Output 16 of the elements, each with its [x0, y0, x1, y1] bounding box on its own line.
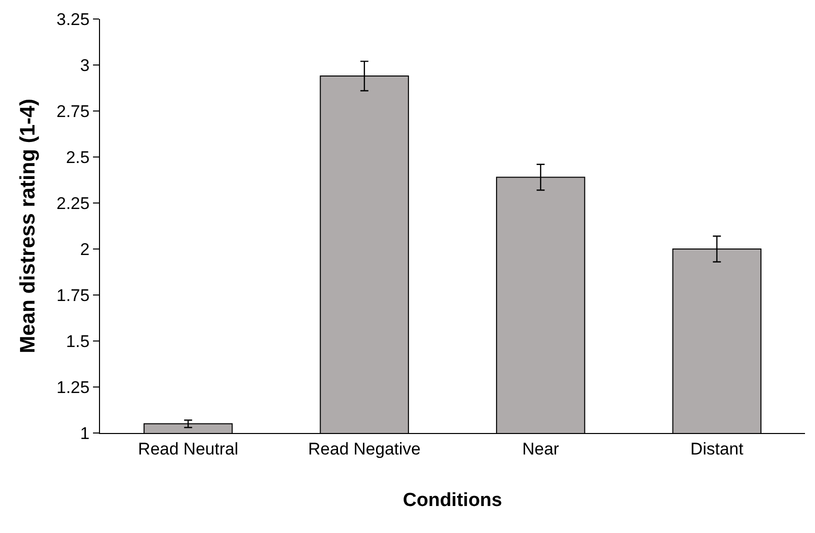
x-tick-label: Read Neutral: [138, 439, 238, 458]
y-tick-label: 2: [80, 240, 90, 259]
y-tick-label: 1.25: [56, 378, 90, 397]
y-axis-title: Mean distress rating (1-4): [16, 98, 40, 354]
y-tick-label: 3: [80, 56, 90, 75]
y-tick-label: 1.5: [66, 332, 90, 351]
x-tick-label: Distant: [690, 439, 744, 458]
y-tick-label: 1: [80, 424, 90, 443]
y-tick-label: 2.5: [66, 148, 90, 167]
y-tick-label: 2.25: [56, 194, 90, 213]
x-tick-label: Read Negative: [308, 439, 421, 458]
y-tick-label: 3.25: [56, 10, 90, 29]
x-axis-title: Conditions: [402, 490, 502, 512]
y-tick-label: 2.75: [56, 102, 90, 121]
x-tick-label: Near: [522, 439, 560, 458]
y-tick-label: 1.75: [56, 286, 90, 305]
